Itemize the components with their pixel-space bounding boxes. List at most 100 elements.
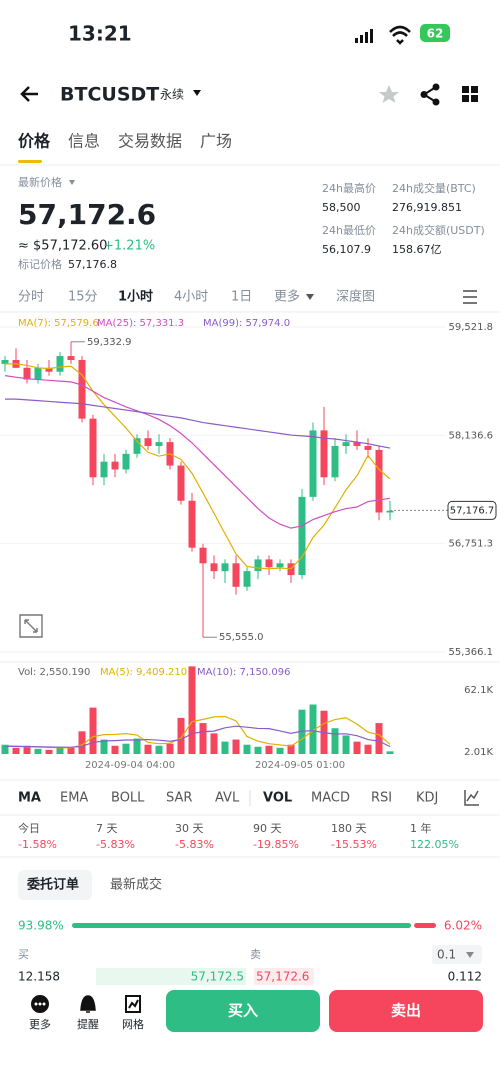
candle-body (111, 461, 119, 470)
nav-label[interactable]: 提醒 (77, 1018, 99, 1031)
sell-button[interactable] (329, 990, 483, 1032)
indicator[interactable]: KDJ (416, 791, 438, 806)
period-change: -5.83% (96, 838, 135, 851)
candle-body (342, 442, 350, 447)
interval[interactable]: 4小时 (174, 290, 208, 305)
interval[interactable]: 更多 (274, 289, 300, 305)
tab[interactable]: 广场 (200, 132, 232, 151)
candle-body (67, 356, 75, 360)
price-change: +1.21% (103, 239, 155, 254)
indicator[interactable]: VOL (263, 791, 292, 806)
candle-body (89, 418, 97, 478)
precision[interactable]: 0.1 (437, 948, 456, 962)
price-label: 最新价格 (18, 175, 62, 189)
back-button[interactable] (20, 86, 38, 102)
indicator[interactable]: AVL (215, 791, 240, 806)
candle-body (155, 442, 163, 447)
candle-body (144, 438, 152, 447)
volume-bar (144, 744, 152, 754)
volume-bar (78, 731, 86, 754)
usd-price: ≈ $57,172.60 (18, 239, 107, 254)
price-dropdown[interactable] (69, 180, 75, 185)
sell-ratio-bar (414, 923, 436, 928)
candle-body (78, 359, 86, 419)
annotation-label: 55,555.0 (219, 632, 264, 643)
ask-depth (254, 968, 314, 986)
indicator[interactable]: MACD (311, 791, 350, 806)
volume-bar (111, 745, 119, 754)
volume-bar (122, 743, 130, 754)
volume-bar (364, 744, 372, 754)
volume-legend: Vol: 2,550.190 (18, 667, 90, 678)
precision-dropdown (466, 952, 474, 958)
volume-bar (298, 709, 306, 754)
candle-body (276, 563, 284, 568)
tab[interactable]: 交易数据 (118, 132, 182, 151)
nav-label[interactable]: 网格 (122, 1017, 144, 1031)
candle-body (232, 563, 240, 587)
wifi (389, 25, 411, 45)
ma-legend: MA(99): 57,974.0 (203, 318, 290, 329)
indicator[interactable]: EMA (60, 791, 88, 806)
volume-tick-label: 2.01K (464, 747, 493, 758)
stat-value: 276,919.851 (392, 201, 462, 214)
sell-action[interactable]: 卖出 (391, 1002, 421, 1020)
buy-action[interactable]: 买入 (228, 1002, 258, 1020)
order-tab[interactable]: 最新成交 (110, 877, 162, 893)
interval[interactable]: 1小时 (118, 289, 153, 305)
candle-body (1, 359, 9, 364)
interval[interactable]: 1日 (231, 290, 252, 305)
more-icon[interactable] (31, 995, 49, 1013)
volume-bar (100, 739, 108, 754)
y-tick-label: 58,136.6 (448, 430, 493, 441)
candle-body (45, 367, 53, 372)
interval[interactable]: 15分 (68, 290, 98, 305)
share-icon[interactable] (420, 83, 440, 106)
fullscreen-icon[interactable] (19, 614, 43, 638)
indicator[interactable]: SAR (166, 791, 192, 806)
indicator[interactable]: RSI (371, 791, 392, 806)
dropdown-icon[interactable] (193, 90, 201, 96)
period-label: 30 天 (175, 822, 204, 835)
candle-body (210, 563, 218, 572)
grid-bot-icon[interactable] (125, 995, 141, 1013)
stat-value: 158.67亿 (392, 243, 442, 256)
nav-label[interactable]: 更多 (29, 1017, 51, 1031)
alert-icon[interactable] (80, 995, 96, 1013)
buy-button[interactable] (166, 990, 320, 1032)
order-tab[interactable]: 委托订单 (26, 877, 79, 893)
candle-body (133, 438, 141, 454)
volume-bar (375, 723, 383, 754)
volume-bar (34, 748, 42, 754)
ma-legend: MA(25): 57,331.3 (97, 318, 184, 329)
indicator[interactable]: BOLL (111, 791, 145, 806)
interval[interactable]: 深度图 (336, 289, 375, 305)
bid-price: 57,172.5 (191, 970, 244, 984)
candle-body (100, 461, 108, 478)
tab[interactable]: 价格 (18, 132, 51, 151)
favorite-icon[interactable] (379, 85, 399, 103)
settings-icon[interactable] (463, 290, 477, 304)
active-order-tab[interactable] (18, 870, 92, 900)
candle-body (34, 367, 42, 380)
tab[interactable]: 信息 (68, 132, 100, 151)
grid-icon[interactable] (462, 86, 478, 102)
book-buy-label: 买 (18, 948, 29, 961)
period-change: -15.53% (331, 838, 377, 851)
volume-bar (276, 747, 284, 754)
period-label: 1 年 (410, 821, 432, 835)
ma-legend: MA(7): 57,579.6 (18, 318, 99, 329)
indicator[interactable]: MA (18, 791, 41, 806)
candle-body (298, 496, 306, 576)
volume-bar (67, 747, 75, 754)
y-tick-label: 56,751.3 (448, 539, 493, 550)
indicator-settings[interactable] (464, 790, 479, 806)
more-dropdown[interactable] (306, 294, 314, 300)
interval[interactable]: 分时 (18, 290, 44, 305)
precision-select[interactable] (432, 945, 482, 964)
stat-label: 24h最高价 (322, 181, 376, 195)
volume-bar (232, 739, 240, 754)
ma-line (5, 398, 391, 449)
